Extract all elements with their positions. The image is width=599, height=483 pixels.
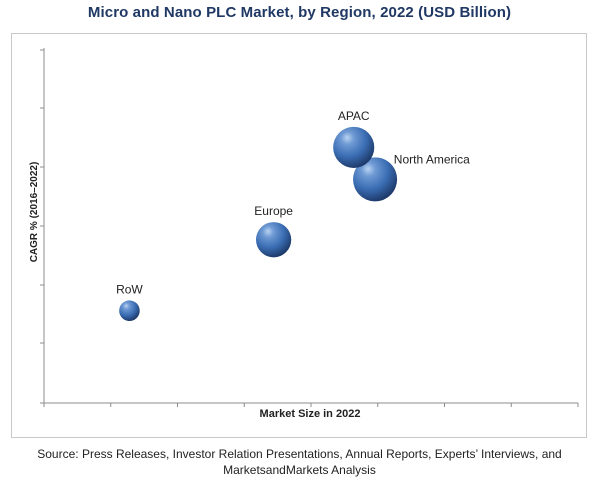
bubble-label-row: RoW <box>116 282 143 296</box>
bubble-label-apac: APAC <box>338 109 370 123</box>
bubble-north-america <box>353 157 398 202</box>
source-line-1: Source: Press Releases, Investor Relatio… <box>37 447 562 461</box>
x-ticks <box>43 403 579 407</box>
source-note: Source: Press Releases, Investor Relatio… <box>0 446 599 478</box>
bubble-row <box>119 300 140 321</box>
bubbles <box>119 126 398 321</box>
bubble-apac <box>333 126 375 168</box>
plot-frame <box>11 33 587 438</box>
bubble-labels: North America Europe RoW APAC <box>116 109 470 297</box>
bubble-label-europe: Europe <box>254 204 293 218</box>
chart-title: Micro and Nano PLC Market, by Region, 20… <box>87 4 512 21</box>
axes <box>40 48 579 407</box>
x-axis-label: Market Size in 2022 <box>260 408 361 420</box>
bubble-europe <box>255 222 292 258</box>
source-line-2: MarketsandMarkets Analysis <box>223 463 376 477</box>
y-ticks <box>40 49 44 404</box>
bubble-label-north-america: North America <box>394 152 470 166</box>
y-axis-label: CAGR % (2016–2022) <box>29 162 40 263</box>
